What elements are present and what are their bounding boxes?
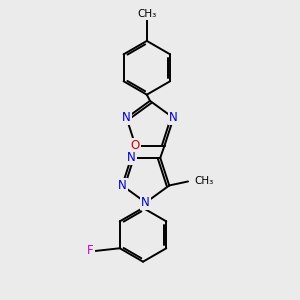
Text: N: N — [141, 196, 150, 209]
Text: O: O — [131, 139, 140, 152]
Text: CH₃: CH₃ — [194, 176, 214, 186]
Text: CH₃: CH₃ — [137, 9, 157, 19]
Text: N: N — [127, 151, 136, 164]
Text: N: N — [122, 111, 131, 124]
Text: F: F — [87, 244, 94, 257]
Text: N: N — [118, 179, 127, 192]
Text: N: N — [169, 111, 178, 124]
